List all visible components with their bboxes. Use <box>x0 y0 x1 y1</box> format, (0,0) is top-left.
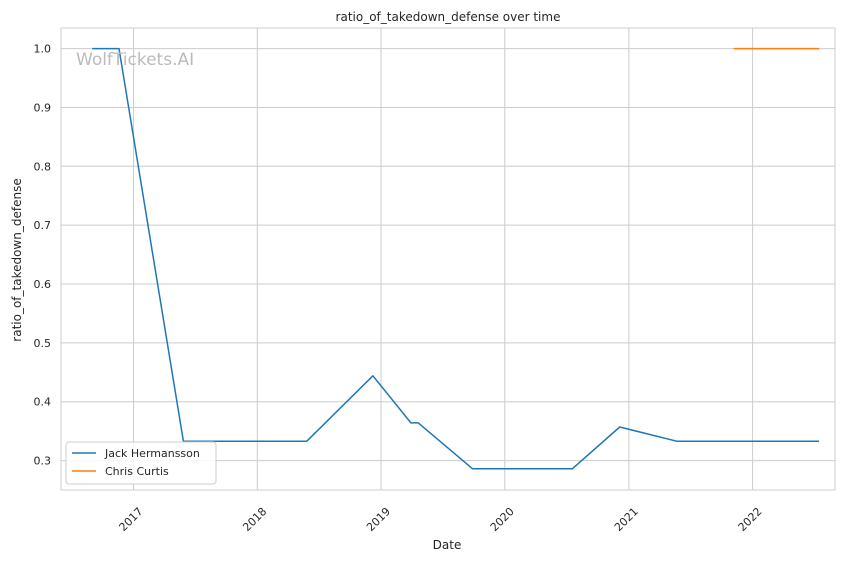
y-tick-label: 1.0 <box>34 43 52 56</box>
legend-box <box>65 441 217 485</box>
y-tick-labels: 0.3 0.4 0.5 0.6 0.7 0.8 0.9 1.0 <box>34 43 52 468</box>
y-tick-label: 0.5 <box>34 337 52 350</box>
x-tick-label: 2022 <box>736 505 765 534</box>
x-tick-labels: 2017 2018 2019 2020 2021 2022 <box>117 505 765 534</box>
y-tick-label: 0.6 <box>34 278 52 291</box>
legend-label: Jack Hermansson <box>104 447 200 460</box>
y-tick-label: 0.3 <box>34 455 52 468</box>
y-axis-title: ratio_of_takedown_defense <box>10 178 24 341</box>
y-tick-label: 0.4 <box>34 396 52 409</box>
series-line-1 <box>92 47 820 470</box>
x-axis-title: Date <box>433 538 462 552</box>
chart-title: ratio_of_takedown_defense over time <box>336 10 561 24</box>
x-tick-label: 2017 <box>117 505 146 534</box>
legend: Jack Hermansson Chris Curtis <box>65 441 217 485</box>
y-tick-label: 0.9 <box>34 101 52 114</box>
plot-area <box>61 28 835 490</box>
x-gridlines <box>133 28 754 490</box>
x-tick-label: 2021 <box>612 505 641 534</box>
y-gridlines <box>61 48 835 462</box>
plot-frame <box>60 27 836 491</box>
watermark: WolfTickets.AI <box>76 50 194 70</box>
x-tick-label: 2018 <box>240 505 269 534</box>
x-tick-label: 2019 <box>364 505 393 534</box>
legend-label: Chris Curtis <box>105 465 169 478</box>
x-tick-label: 2020 <box>488 505 517 534</box>
legend-items: Jack Hermansson Chris Curtis <box>72 447 200 478</box>
y-tick-label: 0.8 <box>34 160 52 173</box>
series-layer <box>92 47 820 470</box>
y-tick-label: 0.7 <box>34 219 52 232</box>
